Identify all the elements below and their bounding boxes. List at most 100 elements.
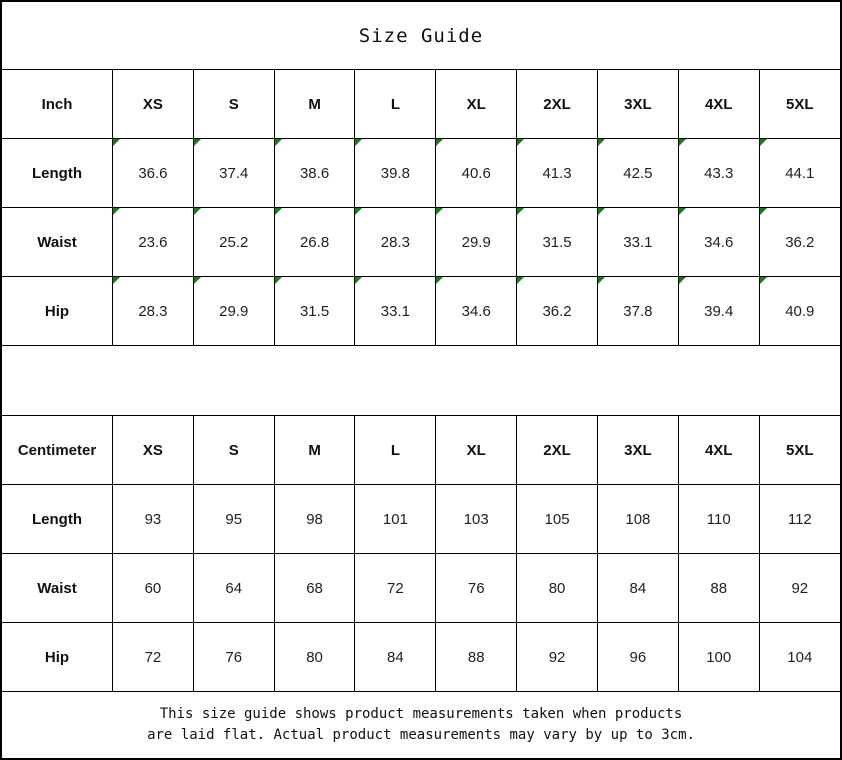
cell-text: 36.6 bbox=[138, 164, 168, 182]
size-header-cell: L bbox=[354, 416, 437, 485]
green-corner-triangle-icon bbox=[598, 208, 605, 215]
measurement-cell: 29.9 bbox=[192, 276, 275, 346]
footer-note-line-1: This size guide shows product measuremen… bbox=[159, 706, 683, 722]
title-row: Size Guide bbox=[2, 2, 840, 70]
green-corner-triangle-icon bbox=[679, 139, 686, 146]
measurement-cell: 88 bbox=[435, 622, 518, 692]
cell-text: 38.6 bbox=[299, 164, 330, 182]
cell-text: XS bbox=[142, 441, 163, 459]
cell-text: L bbox=[390, 441, 400, 459]
cell-text: 31.5 bbox=[542, 233, 572, 251]
table-row: Hip 28.3 29.9 31.5 33.1 34.6 36.2 37.8 39.4 40.9 bbox=[2, 276, 840, 346]
measurement-cell: 64 bbox=[192, 553, 275, 623]
measurement-cell: 26.8 bbox=[273, 207, 356, 277]
green-corner-triangle-icon bbox=[436, 208, 444, 215]
measurement-cell: 34.6 bbox=[435, 276, 518, 346]
cell-text: 103 bbox=[463, 510, 489, 528]
cell-text: 29.9 bbox=[219, 302, 249, 320]
row-label-cell: Waist bbox=[2, 553, 113, 623]
green-corner-triangle-icon bbox=[436, 139, 444, 146]
cell-text: 31.5 bbox=[299, 302, 330, 320]
green-corner-triangle-icon bbox=[760, 277, 767, 284]
cell-text: XL bbox=[466, 95, 486, 113]
cell-text: 88 bbox=[710, 579, 728, 597]
centimeter-size-table: Centimeter XS S M L XL 2XL 3XL 4XL 5XL Length 93 95 9… bbox=[2, 416, 840, 692]
cell-text: 39.4 bbox=[704, 302, 734, 320]
green-corner-triangle-icon bbox=[355, 277, 363, 284]
cell-text: 88 bbox=[467, 648, 485, 666]
size-header-cell: 2XL bbox=[516, 70, 598, 139]
green-corner-triangle-icon bbox=[113, 277, 120, 284]
green-corner-triangle-icon bbox=[113, 208, 120, 215]
measurement-cell: 37.4 bbox=[192, 138, 275, 208]
measurement-cell: 92 bbox=[516, 622, 598, 692]
green-corner-triangle-icon bbox=[194, 208, 201, 215]
header-row: Centimeter XS S M L XL 2XL 3XL 4XL 5XL bbox=[2, 416, 840, 485]
cell-text: 108 bbox=[625, 510, 651, 528]
size-header-cell: 5XL bbox=[758, 70, 840, 139]
green-corner-triangle-icon bbox=[517, 277, 525, 284]
measurement-cell: 42.5 bbox=[596, 138, 679, 208]
cell-text: 100 bbox=[706, 648, 732, 666]
measurement-cell: 103 bbox=[435, 484, 518, 554]
cell-text: 95 bbox=[225, 510, 243, 528]
measurement-cell: 44.1 bbox=[758, 138, 840, 208]
green-corner-triangle-icon bbox=[598, 139, 605, 146]
cell-text: M bbox=[308, 95, 321, 113]
green-corner-triangle-icon bbox=[598, 277, 605, 284]
cell-text: 33.1 bbox=[380, 302, 410, 320]
green-corner-triangle-icon bbox=[517, 139, 525, 146]
size-header-cell: M bbox=[273, 416, 356, 485]
cell-text: 41.3 bbox=[542, 164, 572, 182]
cell-text: 80 bbox=[548, 579, 566, 597]
cell-text: S bbox=[228, 95, 239, 113]
row-label-cell: Length bbox=[2, 138, 113, 208]
cell-text: 5XL bbox=[786, 441, 814, 459]
measurement-cell: 25.2 bbox=[192, 207, 275, 277]
cell-text: 92 bbox=[548, 648, 566, 666]
cell-text: 104 bbox=[787, 648, 813, 666]
green-corner-triangle-icon bbox=[275, 208, 282, 215]
inch-size-table: Inch XS S M L XL 2XL 3XL 4XL 5XL Length 36.6 37.4 38.… bbox=[2, 70, 840, 346]
cell-text: XL bbox=[466, 441, 486, 459]
measurement-cell: 88 bbox=[677, 553, 760, 623]
cell-text: Centimeter bbox=[17, 441, 97, 459]
green-corner-triangle-icon bbox=[355, 139, 363, 146]
cell-text: 44.1 bbox=[785, 164, 815, 182]
measurement-cell: 34.6 bbox=[677, 207, 760, 277]
cell-text: 80 bbox=[306, 648, 323, 666]
measurement-cell: 112 bbox=[758, 484, 840, 554]
cell-text: 26.8 bbox=[299, 233, 330, 251]
green-corner-triangle-icon bbox=[760, 208, 767, 215]
measurement-cell: 93 bbox=[112, 484, 194, 554]
row-label-cell: Hip bbox=[2, 622, 113, 692]
cell-text: 4XL bbox=[704, 95, 733, 113]
table-row: Length 93 95 98 101 103 105 108 110 112 bbox=[2, 484, 840, 554]
cell-text: 112 bbox=[787, 510, 812, 528]
size-header-cell: XL bbox=[435, 70, 518, 139]
measurement-cell: 33.1 bbox=[596, 207, 679, 277]
cell-text: 64 bbox=[225, 579, 243, 597]
cell-text: 29.9 bbox=[461, 233, 491, 251]
measurement-cell: 92 bbox=[758, 553, 840, 623]
cell-text: 2XL bbox=[543, 441, 571, 459]
measurement-cell: 43.3 bbox=[677, 138, 760, 208]
size-header-cell: XL bbox=[435, 416, 518, 485]
row-label-cell: Waist bbox=[2, 207, 113, 277]
cell-text: 3XL bbox=[624, 441, 652, 459]
size-header-cell: 5XL bbox=[758, 416, 840, 485]
measurement-cell: 104 bbox=[758, 622, 840, 692]
green-corner-triangle-icon bbox=[760, 139, 767, 146]
cell-text: 25.2 bbox=[219, 233, 249, 251]
cell-text: 43.3 bbox=[704, 164, 734, 182]
measurement-cell: 29.9 bbox=[435, 207, 518, 277]
cell-text: 4XL bbox=[704, 441, 733, 459]
size-header-cell: XS bbox=[112, 416, 194, 485]
cell-text: 28.3 bbox=[380, 233, 410, 251]
unit-header-cell: Centimeter bbox=[2, 416, 113, 485]
cell-text: 28.3 bbox=[138, 302, 168, 320]
size-header-cell: S bbox=[192, 70, 275, 139]
measurement-cell: 31.5 bbox=[516, 207, 598, 277]
measurement-cell: 101 bbox=[354, 484, 437, 554]
size-header-cell: M bbox=[273, 70, 356, 139]
